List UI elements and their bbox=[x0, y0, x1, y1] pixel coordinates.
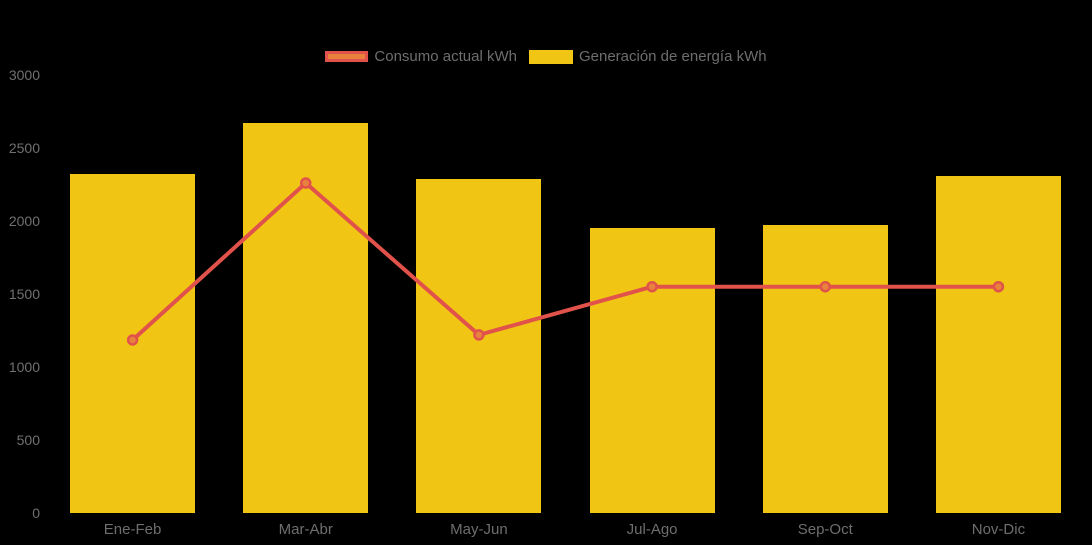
y-axis-tick-label: 1500 bbox=[8, 286, 40, 302]
consumo-line-swatch-icon bbox=[325, 51, 369, 62]
bar-generacion[interactable] bbox=[589, 228, 715, 513]
consumo-point[interactable] bbox=[819, 280, 831, 293]
consumo-point[interactable] bbox=[473, 329, 485, 341]
consumo-point[interactable] bbox=[992, 280, 1005, 293]
consumo-point[interactable] bbox=[646, 280, 658, 293]
legend-label-consumo: Consumo actual kWh bbox=[374, 48, 517, 65]
bar-generacion[interactable] bbox=[762, 225, 888, 513]
x-axis-label: Sep-Oct bbox=[797, 521, 853, 538]
x-axis-label: May-Jun bbox=[450, 521, 508, 538]
x-axis-label: Nov-Dic bbox=[971, 521, 1026, 538]
y-axis-tick-label: 0 bbox=[32, 505, 40, 521]
bar-generacion[interactable] bbox=[416, 178, 542, 513]
legend-item-generacion[interactable]: Generación de energía kWh bbox=[528, 48, 767, 65]
x-axis-label: Mar-Abr bbox=[278, 521, 333, 538]
y-axis-tick-label: 3000 bbox=[8, 67, 40, 83]
generacion-bar-swatch-icon bbox=[528, 49, 573, 64]
legend-label-generacion: Generación de energía kWh bbox=[578, 48, 767, 65]
y-axis-tick-label: 2500 bbox=[8, 140, 40, 156]
legend-item-consumo[interactable]: Consumo actual kWh bbox=[325, 48, 517, 65]
y-axis-tick-label: 2000 bbox=[8, 213, 40, 229]
legend: Consumo actual kWh Generación de energía… bbox=[0, 48, 1092, 65]
consumo-line[interactable] bbox=[131, 181, 999, 342]
x-axis-label: Jul-Ago bbox=[626, 521, 678, 538]
x-axis-label: Ene-Feb bbox=[103, 521, 162, 538]
consumo-point[interactable] bbox=[126, 334, 139, 346]
y-axis-tick-label: 1000 bbox=[8, 359, 40, 375]
bar-generacion[interactable] bbox=[935, 175, 1061, 513]
consumo-point[interactable] bbox=[300, 177, 312, 189]
y-axis-tick-label: 500 bbox=[16, 432, 40, 448]
